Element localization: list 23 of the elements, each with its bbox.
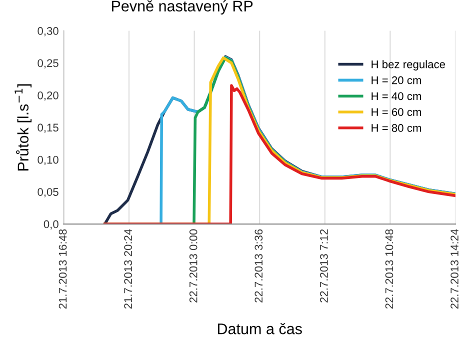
x-tick-label: 21.7.2013 16:48: [58, 229, 67, 309]
y-tick-label: 0,20: [38, 91, 58, 101]
legend-label: H bez regulace: [372, 60, 445, 70]
line-series: [103, 84, 456, 224]
legend-label: H = 40 cm: [372, 92, 421, 100]
x-tick-label: 21.7.2013 20:24: [124, 229, 132, 309]
y-tick-label: 0,30: [38, 27, 58, 36]
x-tick-label: 22.7.2013 14:24: [450, 229, 458, 309]
x-tick-label: 22.7.2013 0:00: [189, 229, 198, 302]
legend-label: H = 20 cm: [372, 76, 421, 84]
y-tick-label: 0,05: [38, 188, 58, 198]
y-tick-label: 0,15: [38, 124, 58, 133]
y-tick-label: 0,10: [38, 156, 58, 166]
legend-label: H = 80 cm: [372, 124, 421, 132]
x-tick-label: 22.7.2013 3:36: [254, 229, 263, 302]
x-axis-title: Datum a čas: [218, 323, 302, 334]
y-tick-label: 0,25: [38, 59, 58, 68]
x-tick-label: 22.7.2013 7:12: [320, 229, 328, 302]
y-axis-title: Průtok [l.s$^{−1}$]: [14, 84, 32, 170]
legend-label: H = 60 cm: [372, 108, 421, 116]
chart-title: Pevně nastavený RP: [112, 0, 253, 15]
x-tick-label: 22.7.2013 10:48: [385, 229, 394, 309]
y-tick-label: 0,0: [44, 220, 58, 230]
